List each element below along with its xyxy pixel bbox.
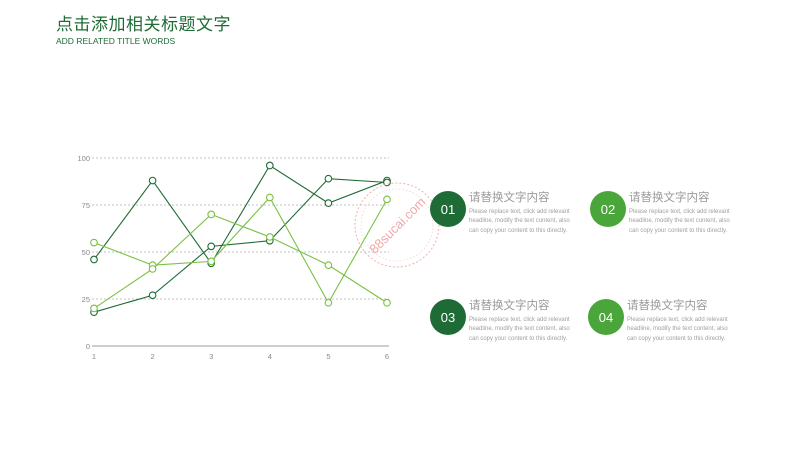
data-point — [324, 298, 333, 307]
info-item-04: 04 请替换文字内容 Please replace text, click ad… — [588, 298, 748, 369]
item-title: 请替换文字内容 — [469, 298, 550, 312]
data-point — [148, 265, 157, 273]
item-description: Please replace text, click add relevant … — [629, 209, 730, 234]
y-tick-label: 100 — [77, 154, 90, 163]
data-point — [90, 304, 98, 313]
badge-02: 02 — [590, 191, 626, 227]
x-tick-label: 1 — [92, 352, 96, 361]
chart-points — [90, 161, 391, 317]
data-point — [148, 176, 157, 185]
item-title: 请替换文字内容 — [629, 190, 710, 204]
y-tick-label: 25 — [82, 295, 90, 304]
series-line-1 — [93, 164, 388, 265]
data-point — [148, 291, 157, 300]
data-point — [324, 174, 333, 183]
item-description: Please replace text, click add relevant … — [469, 317, 570, 342]
info-item-03: 03 请替换文字内容 Please replace text, click ad… — [430, 298, 590, 369]
data-point — [90, 238, 98, 247]
x-tick-label: 6 — [385, 352, 389, 361]
badge-04: 04 — [588, 299, 624, 335]
x-tick-label: 3 — [209, 352, 213, 361]
data-point — [265, 193, 274, 202]
title-block: 点击添加相关标题文字 ADD RELATED TITLE WORDS — [56, 14, 231, 47]
item-title: 请替换文字内容 — [469, 190, 550, 204]
badge-01: 01 — [430, 191, 466, 227]
info-item-01: 01 请替换文字内容 Please replace text, click ad… — [430, 190, 590, 261]
chart-series — [93, 164, 388, 313]
data-point — [324, 199, 333, 207]
x-tick-label: 4 — [268, 352, 272, 361]
item-description: Please replace text, click add relevant … — [469, 209, 570, 234]
info-item-02: 02 请替换文字内容 Please replace text, click ad… — [590, 190, 750, 261]
y-tick-label: 50 — [82, 248, 90, 257]
y-tick-label: 75 — [82, 201, 90, 210]
watermark-text: 88sucai.com — [366, 194, 428, 256]
data-point — [324, 261, 333, 270]
item-description: Please replace text, click add relevant … — [627, 317, 728, 342]
page-title: 点击添加相关标题文字 — [56, 15, 231, 35]
data-point — [90, 255, 98, 264]
item-title: 请替换文字内容 — [627, 298, 708, 312]
series-line-3 — [93, 196, 388, 304]
series-line-4 — [93, 213, 388, 309]
y-tick-label: 0 — [86, 342, 90, 351]
badge-03: 03 — [430, 299, 466, 335]
y-tick-labels: 0 25 50 75 100 — [77, 154, 90, 351]
watermark-stamp: 88sucai.com — [354, 182, 440, 268]
chart-grid — [92, 157, 389, 347]
x-tick-label: 2 — [151, 352, 155, 361]
data-point — [207, 257, 216, 266]
x-tick-labels: 1 2 3 4 5 6 — [92, 352, 389, 361]
data-point — [207, 242, 216, 251]
data-point — [265, 233, 274, 241]
data-point — [383, 298, 391, 307]
data-point — [207, 210, 216, 219]
page-subtitle: ADD RELATED TITLE WORDS — [56, 36, 176, 46]
series-line-2 — [93, 178, 388, 313]
x-tick-label: 5 — [326, 352, 330, 361]
data-point — [383, 195, 391, 204]
data-point — [265, 161, 274, 170]
